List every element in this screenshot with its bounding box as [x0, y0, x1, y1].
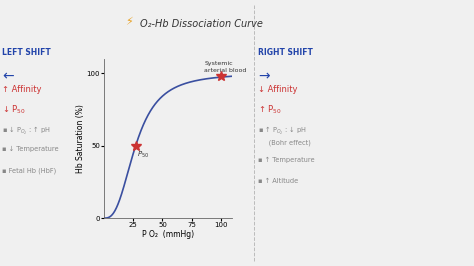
Text: ▪ ↑ P$_{O_2}$ : ↓ pH
     (Bohr effect): ▪ ↑ P$_{O_2}$ : ↓ pH (Bohr effect) — [258, 125, 311, 146]
Text: ⚡: ⚡ — [126, 17, 133, 27]
Text: O₂-Hb Dissociation Curve: O₂-Hb Dissociation Curve — [140, 19, 263, 29]
Text: LEFT SHIFT: LEFT SHIFT — [2, 48, 51, 57]
Text: ▪ ↑ Altitude: ▪ ↑ Altitude — [258, 178, 299, 184]
Text: ▪ ↓ P$_{O_2}$ : ↑ pH: ▪ ↓ P$_{O_2}$ : ↑ pH — [2, 125, 51, 137]
Text: ↑ Affinity: ↑ Affinity — [2, 85, 42, 94]
Text: ▪ Fetal Hb (HbF): ▪ Fetal Hb (HbF) — [2, 168, 56, 174]
Text: ↓ Affinity: ↓ Affinity — [258, 85, 298, 94]
Text: Systemic
arterial blood: Systemic arterial blood — [204, 61, 246, 73]
Text: ▪ ↓ Temperature: ▪ ↓ Temperature — [2, 146, 59, 152]
Text: $P_{50}$: $P_{50}$ — [137, 150, 150, 160]
Y-axis label: Hb Saturation (%): Hb Saturation (%) — [76, 104, 85, 173]
Text: RIGHT SHIFT: RIGHT SHIFT — [258, 48, 313, 57]
Text: ↑ P$_{50}$: ↑ P$_{50}$ — [258, 104, 282, 116]
Text: ←: ← — [2, 69, 14, 83]
Text: →: → — [258, 69, 270, 83]
X-axis label: P O₂  (mmHg): P O₂ (mmHg) — [142, 230, 194, 239]
Text: ▪ ↑ Temperature: ▪ ↑ Temperature — [258, 157, 315, 163]
Text: ↓ P$_{50}$: ↓ P$_{50}$ — [2, 104, 26, 116]
